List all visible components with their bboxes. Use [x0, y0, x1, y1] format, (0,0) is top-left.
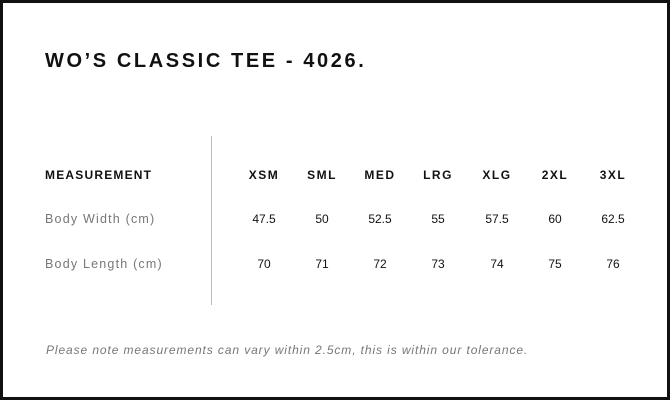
- tolerance-note: Please note measurements can vary within…: [46, 343, 529, 357]
- header-size: 3XL: [599, 168, 627, 182]
- table-cell: 57.5: [485, 212, 509, 226]
- page-title: WO’S CLASSIC TEE - 4026.: [45, 50, 367, 72]
- header-size: MED: [364, 168, 396, 182]
- table-cell: 55: [431, 212, 445, 226]
- table-cell: 70: [257, 257, 271, 271]
- table-cell: 74: [490, 257, 504, 271]
- column-divider: [211, 136, 212, 305]
- table-cell: 73: [431, 257, 445, 271]
- table-cell: 72: [373, 257, 387, 271]
- header-size: XLG: [482, 168, 512, 182]
- table-cell: 52.5: [368, 212, 392, 226]
- row-label: Body Width (cm): [45, 212, 156, 226]
- row-label: Body Length (cm): [45, 257, 163, 271]
- table-cell: 76: [606, 257, 620, 271]
- table-cell: 47.5: [252, 212, 276, 226]
- header-size: 2XL: [541, 168, 569, 182]
- header-size: SML: [307, 168, 337, 182]
- table-cell: 60: [548, 212, 562, 226]
- header-size: XSM: [248, 168, 280, 182]
- table-cell: 75: [548, 257, 562, 271]
- header-measurement: MEASUREMENT: [45, 168, 153, 182]
- table-cell: 62.5: [601, 212, 625, 226]
- header-size: LRG: [423, 168, 453, 182]
- table-cell: 71: [315, 257, 329, 271]
- table-cell: 50: [315, 212, 329, 226]
